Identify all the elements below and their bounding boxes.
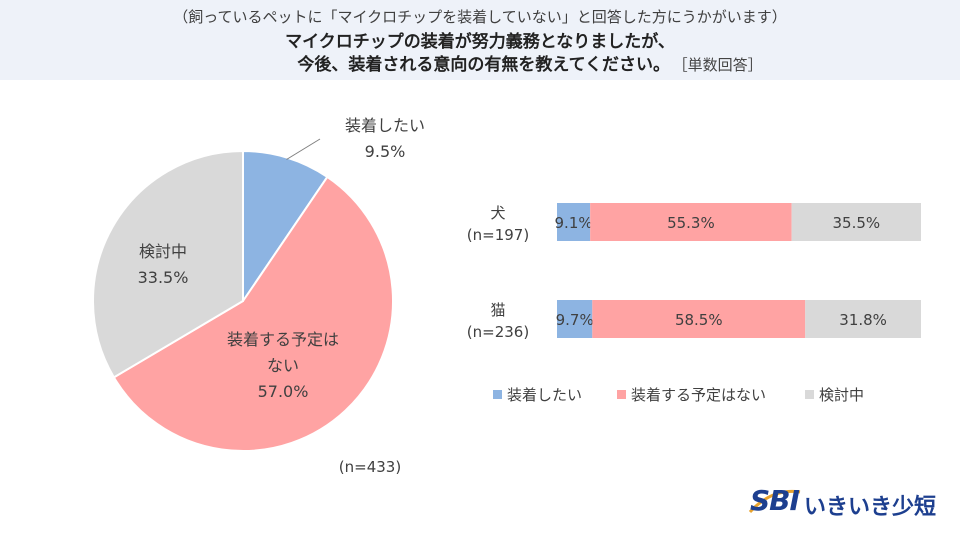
question-condition: （飼っているペットに「マイクロチップを装着していない」と回答した方にうかがいます… [173,8,787,26]
pie-label-1-line-1: ない [267,356,299,375]
bar-data-label-1-1: 58.5% [675,311,723,329]
legend-swatch-2 [805,390,814,399]
pie-slice-0 [242,149,329,305]
pie-label-1-line-0: 装着する予定は [227,330,339,349]
bar-segment-0-1 [590,203,792,241]
bar-data-label-1-0: 9.7% [556,311,594,329]
pie-slice-1 [112,175,394,452]
bar-data-label-0-1: 55.3% [667,214,715,232]
pie-label-2: 検討中 [139,242,187,261]
logo-swoosh-icon [748,489,801,514]
bar-segment-1-2 [805,300,921,338]
company-logo: SBI いきいき少短 [748,484,950,520]
bar-segment-0-2 [791,203,921,241]
bar-category-n-0: (n=197) [467,226,529,244]
legend-label-2: 検討中 [819,386,864,404]
pie-label-0: 装着したい [345,116,425,135]
bar-category-0: 犬 [490,204,505,222]
stacked-bar-chart: 犬 (n=197) 9.1% 55.3% 35.5% 猫 (n=236) 9.7% 58.5% 3… [467,203,921,341]
header-banner: （飼っているペットに「マイクロチップを装着していない」と回答した方にうかがいます… [0,0,960,80]
legend-label-0: 装着したい [507,386,582,404]
logo-mark: SBI [750,484,800,517]
bar-legend: 装着したい 装着する予定はない 検討中 [493,386,864,404]
pie-slice-2 [92,149,244,379]
legend-swatch-0 [493,390,502,399]
question-title-line2-text: 今後、装着される意向の有無を教えてください。 [297,55,671,75]
legend-swatch-1 [617,390,626,399]
logo-name: いきいき少短 [804,495,937,520]
bar-data-label-0-2: 35.5% [833,214,881,232]
bar-segment-1-0 [557,300,593,338]
bar-category-n-1: (n=236) [467,323,529,341]
legend-label-1: 装着する予定はない [631,386,766,404]
pie-sample-size: (n=433) [339,458,401,476]
pie-leader-line-0 [286,138,321,160]
answer-type-tag: ［単数回答］ [680,56,763,74]
bar-data-label-1-2: 31.8% [839,311,887,329]
bar-category-1: 猫 [490,301,505,319]
pie-value-0: 9.5% [365,142,406,161]
pie-chart: 装着したい 9.5% 装着する予定はない 57.0% 検討中 33.5% (n=433) [92,116,425,476]
pie-value-1: 57.0% [258,382,309,401]
bar-segment-1-1 [592,300,806,338]
bar-segment-0-0 [557,203,591,241]
question-title-line2: 今後、装着される意向の有無を教えてください。 ［単数回答］ [160,50,900,75]
question-title-line1: マイクロチップの装着が努力義務となりましたが、 [285,32,675,52]
pie-value-2: 33.5% [138,268,189,287]
bar-data-label-0-0: 9.1% [555,214,593,232]
